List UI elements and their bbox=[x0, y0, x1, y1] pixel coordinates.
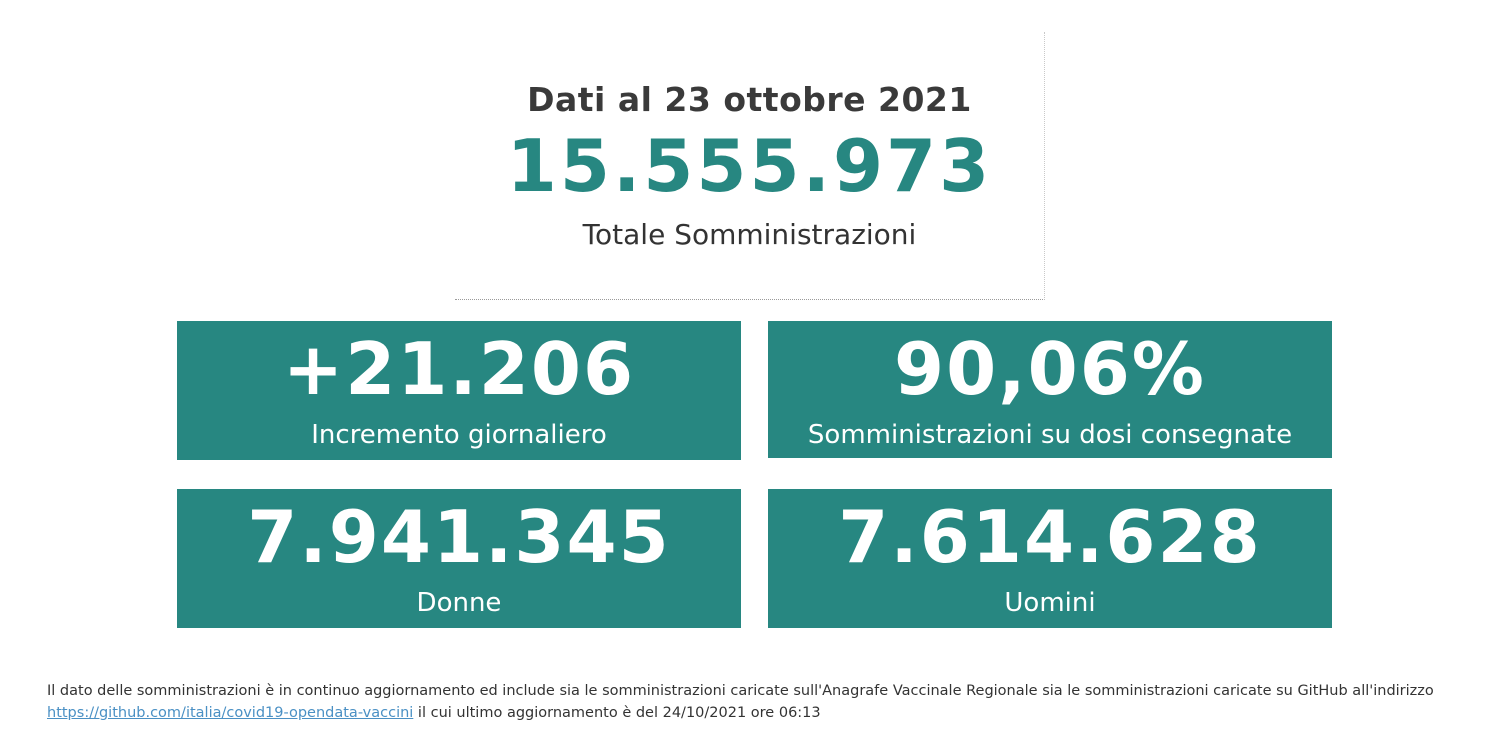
total-administrations-label: Totale Somministrazioni bbox=[582, 218, 917, 251]
men-label: Uomini bbox=[1004, 588, 1096, 618]
women-card: 7.941.345 Donne bbox=[177, 489, 741, 628]
github-repository-link[interactable]: https://github.com/italia/covid19-openda… bbox=[47, 705, 414, 721]
delivered-doses-ratio-value: 90,06% bbox=[894, 327, 1206, 411]
total-administrations-value: 15.555.973 bbox=[506, 124, 993, 208]
women-label: Donne bbox=[416, 588, 502, 618]
daily-increment-card: +21.206 Incremento giornaliero bbox=[177, 321, 741, 460]
footnote-text-before: Il dato delle somministrazioni è in cont… bbox=[47, 683, 1434, 699]
men-card: 7.614.628 Uomini bbox=[768, 489, 1332, 628]
summary-panel: Dati al 23 ottobre 2021 15.555.973 Total… bbox=[455, 32, 1045, 300]
daily-increment-value: +21.206 bbox=[282, 327, 636, 411]
footnote-text-after: il cui ultimo aggiornamento è del 24/10/… bbox=[413, 705, 821, 721]
daily-increment-label: Incremento giornaliero bbox=[311, 420, 607, 450]
data-source-footnote: Il dato delle somministrazioni è in cont… bbox=[47, 680, 1477, 724]
delivered-doses-ratio-label: Somministrazioni su dosi consegnate bbox=[807, 420, 1293, 450]
date-title: Dati al 23 ottobre 2021 bbox=[527, 80, 972, 119]
men-value: 7.614.628 bbox=[838, 495, 1262, 579]
women-value: 7.941.345 bbox=[247, 495, 671, 579]
delivered-doses-ratio-card: 90,06% Somministrazioni su dosi consegna… bbox=[768, 321, 1332, 458]
